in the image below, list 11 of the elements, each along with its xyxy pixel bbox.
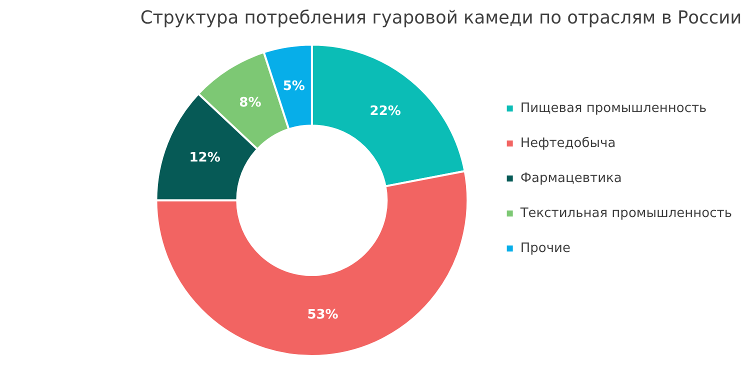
chart-title: Структура потребления гуаровой камеди по отраслям в России bbox=[140, 7, 742, 28]
legend-label: Пищевая промышленность bbox=[520, 100, 707, 116]
legend-label: Прочие bbox=[520, 240, 570, 256]
data-label: 22% bbox=[370, 104, 401, 119]
legend-label: Текстильная промышленность bbox=[519, 206, 732, 221]
data-label: 8% bbox=[239, 95, 262, 110]
data-label: 53% bbox=[307, 307, 338, 322]
legend-label: Нефтедобыча bbox=[520, 136, 616, 151]
legend-label: Фармацевтика bbox=[520, 170, 622, 186]
data-label: 12% bbox=[189, 150, 220, 166]
data-label: 5% bbox=[282, 78, 305, 94]
